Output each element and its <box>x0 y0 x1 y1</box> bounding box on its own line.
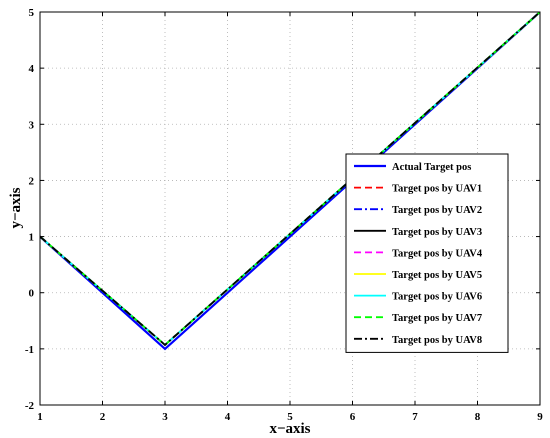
x-tick-label: 5 <box>287 411 293 423</box>
y-tick-label: 0 <box>29 288 35 300</box>
x-tick-label: 9 <box>537 411 543 423</box>
legend-label: Target pos by UAV8 <box>392 335 482 346</box>
legend-label: Actual Target pos <box>392 162 471 173</box>
y-tick-label: 1 <box>29 232 35 244</box>
x-tick-label: 8 <box>475 411 481 423</box>
y-axis-title: y−axis <box>8 187 24 228</box>
x-axis-title: x−axis <box>269 421 310 437</box>
legend-label: Target pos by UAV1 <box>392 184 482 195</box>
series-line-0 <box>40 12 540 351</box>
y-tick-label: -1 <box>25 344 34 356</box>
legend-label: Target pos by UAV5 <box>392 270 482 281</box>
x-tick-label: 7 <box>412 411 418 423</box>
legend-label: Target pos by UAV4 <box>392 248 483 259</box>
series-lines <box>40 12 540 351</box>
legend-label: Target pos by UAV2 <box>392 205 482 216</box>
series-line-8 <box>40 12 540 347</box>
axis-ticks: 1 2 3 4 5 6 7 8 9 -2 -1 0 1 2 3 4 5 <box>25 7 543 423</box>
legend-label: Target pos by UAV6 <box>392 292 482 303</box>
legend-label: Target pos by UAV7 <box>392 313 482 324</box>
x-tick-label: 3 <box>162 411 168 423</box>
y-tick-label: 2 <box>29 175 35 187</box>
x-tick-label: 2 <box>100 411 106 423</box>
y-tick-label: 3 <box>29 119 35 131</box>
legend: Actual Target pos Target pos by UAV1 Targe… <box>345 153 509 353</box>
y-tick-label: -2 <box>25 400 35 412</box>
legend-box <box>345 153 509 353</box>
y-tick-label: 5 <box>29 7 35 19</box>
x-tick-label: 1 <box>37 411 43 423</box>
x-tick-label: 6 <box>350 411 356 423</box>
legend-label: Target pos by UAV3 <box>392 227 482 238</box>
y-tick-label: 4 <box>29 63 35 75</box>
x-tick-label: 4 <box>225 411 231 423</box>
